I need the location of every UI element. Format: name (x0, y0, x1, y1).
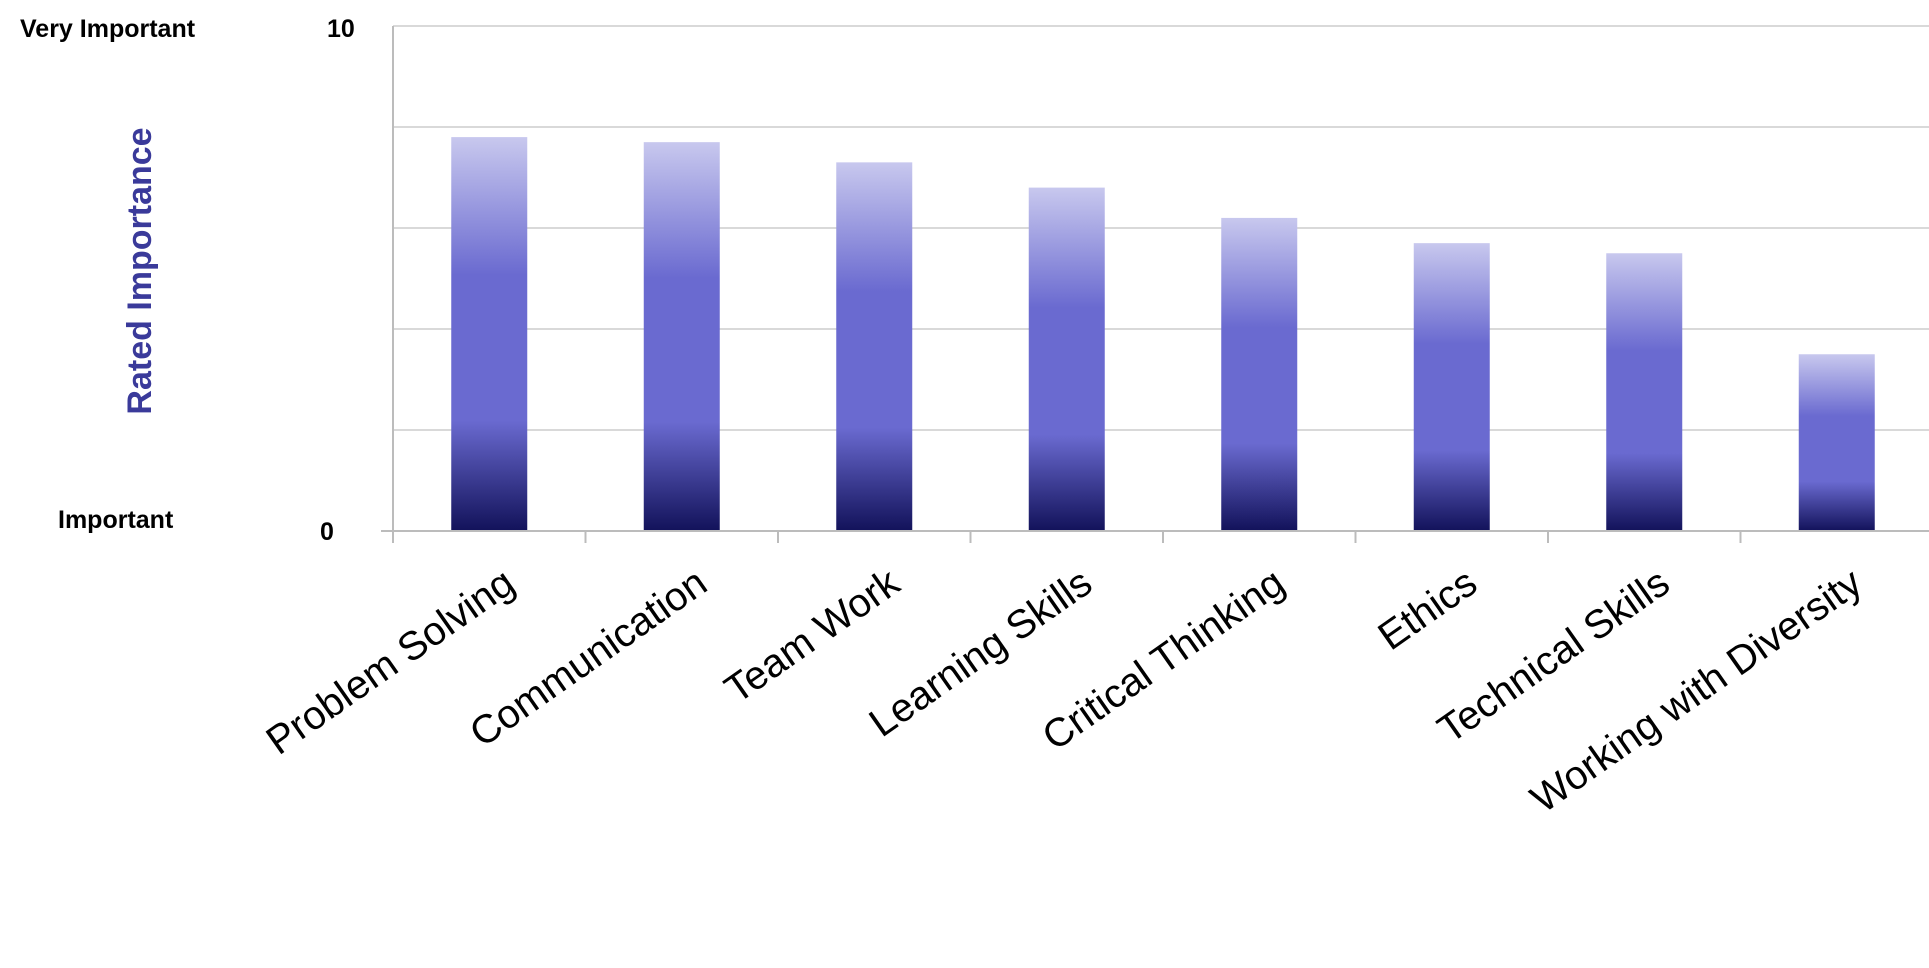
bar-working-with-diversity (1798, 354, 1875, 531)
y-axis-title: Rated Importance (121, 127, 159, 414)
grid-lines (393, 25, 1929, 431)
bar-technical-skills (1606, 253, 1683, 531)
y-level-label-bottom: Important (58, 506, 174, 534)
x-tick-label: Working with Diversity (1523, 560, 1870, 821)
y-tick-label-top: 10 (327, 15, 355, 43)
x-tick-label: Team Work (717, 560, 908, 712)
y-level-label-top: Very Important (20, 15, 196, 43)
bar-communication (643, 142, 720, 531)
y-tick-label-bottom: 0 (320, 518, 334, 546)
bar-problem-solving (451, 137, 528, 531)
bar-critical-thinking (1221, 217, 1298, 531)
x-tick-label: Ethics (1370, 560, 1484, 659)
bar-ethics (1413, 243, 1490, 531)
bars (451, 137, 1875, 531)
axes (381, 26, 1929, 543)
bar-team-work (836, 162, 913, 531)
bar-learning-skills (1028, 187, 1105, 531)
labels: Very Important Important 10 0 Rated Impo… (20, 15, 1870, 822)
